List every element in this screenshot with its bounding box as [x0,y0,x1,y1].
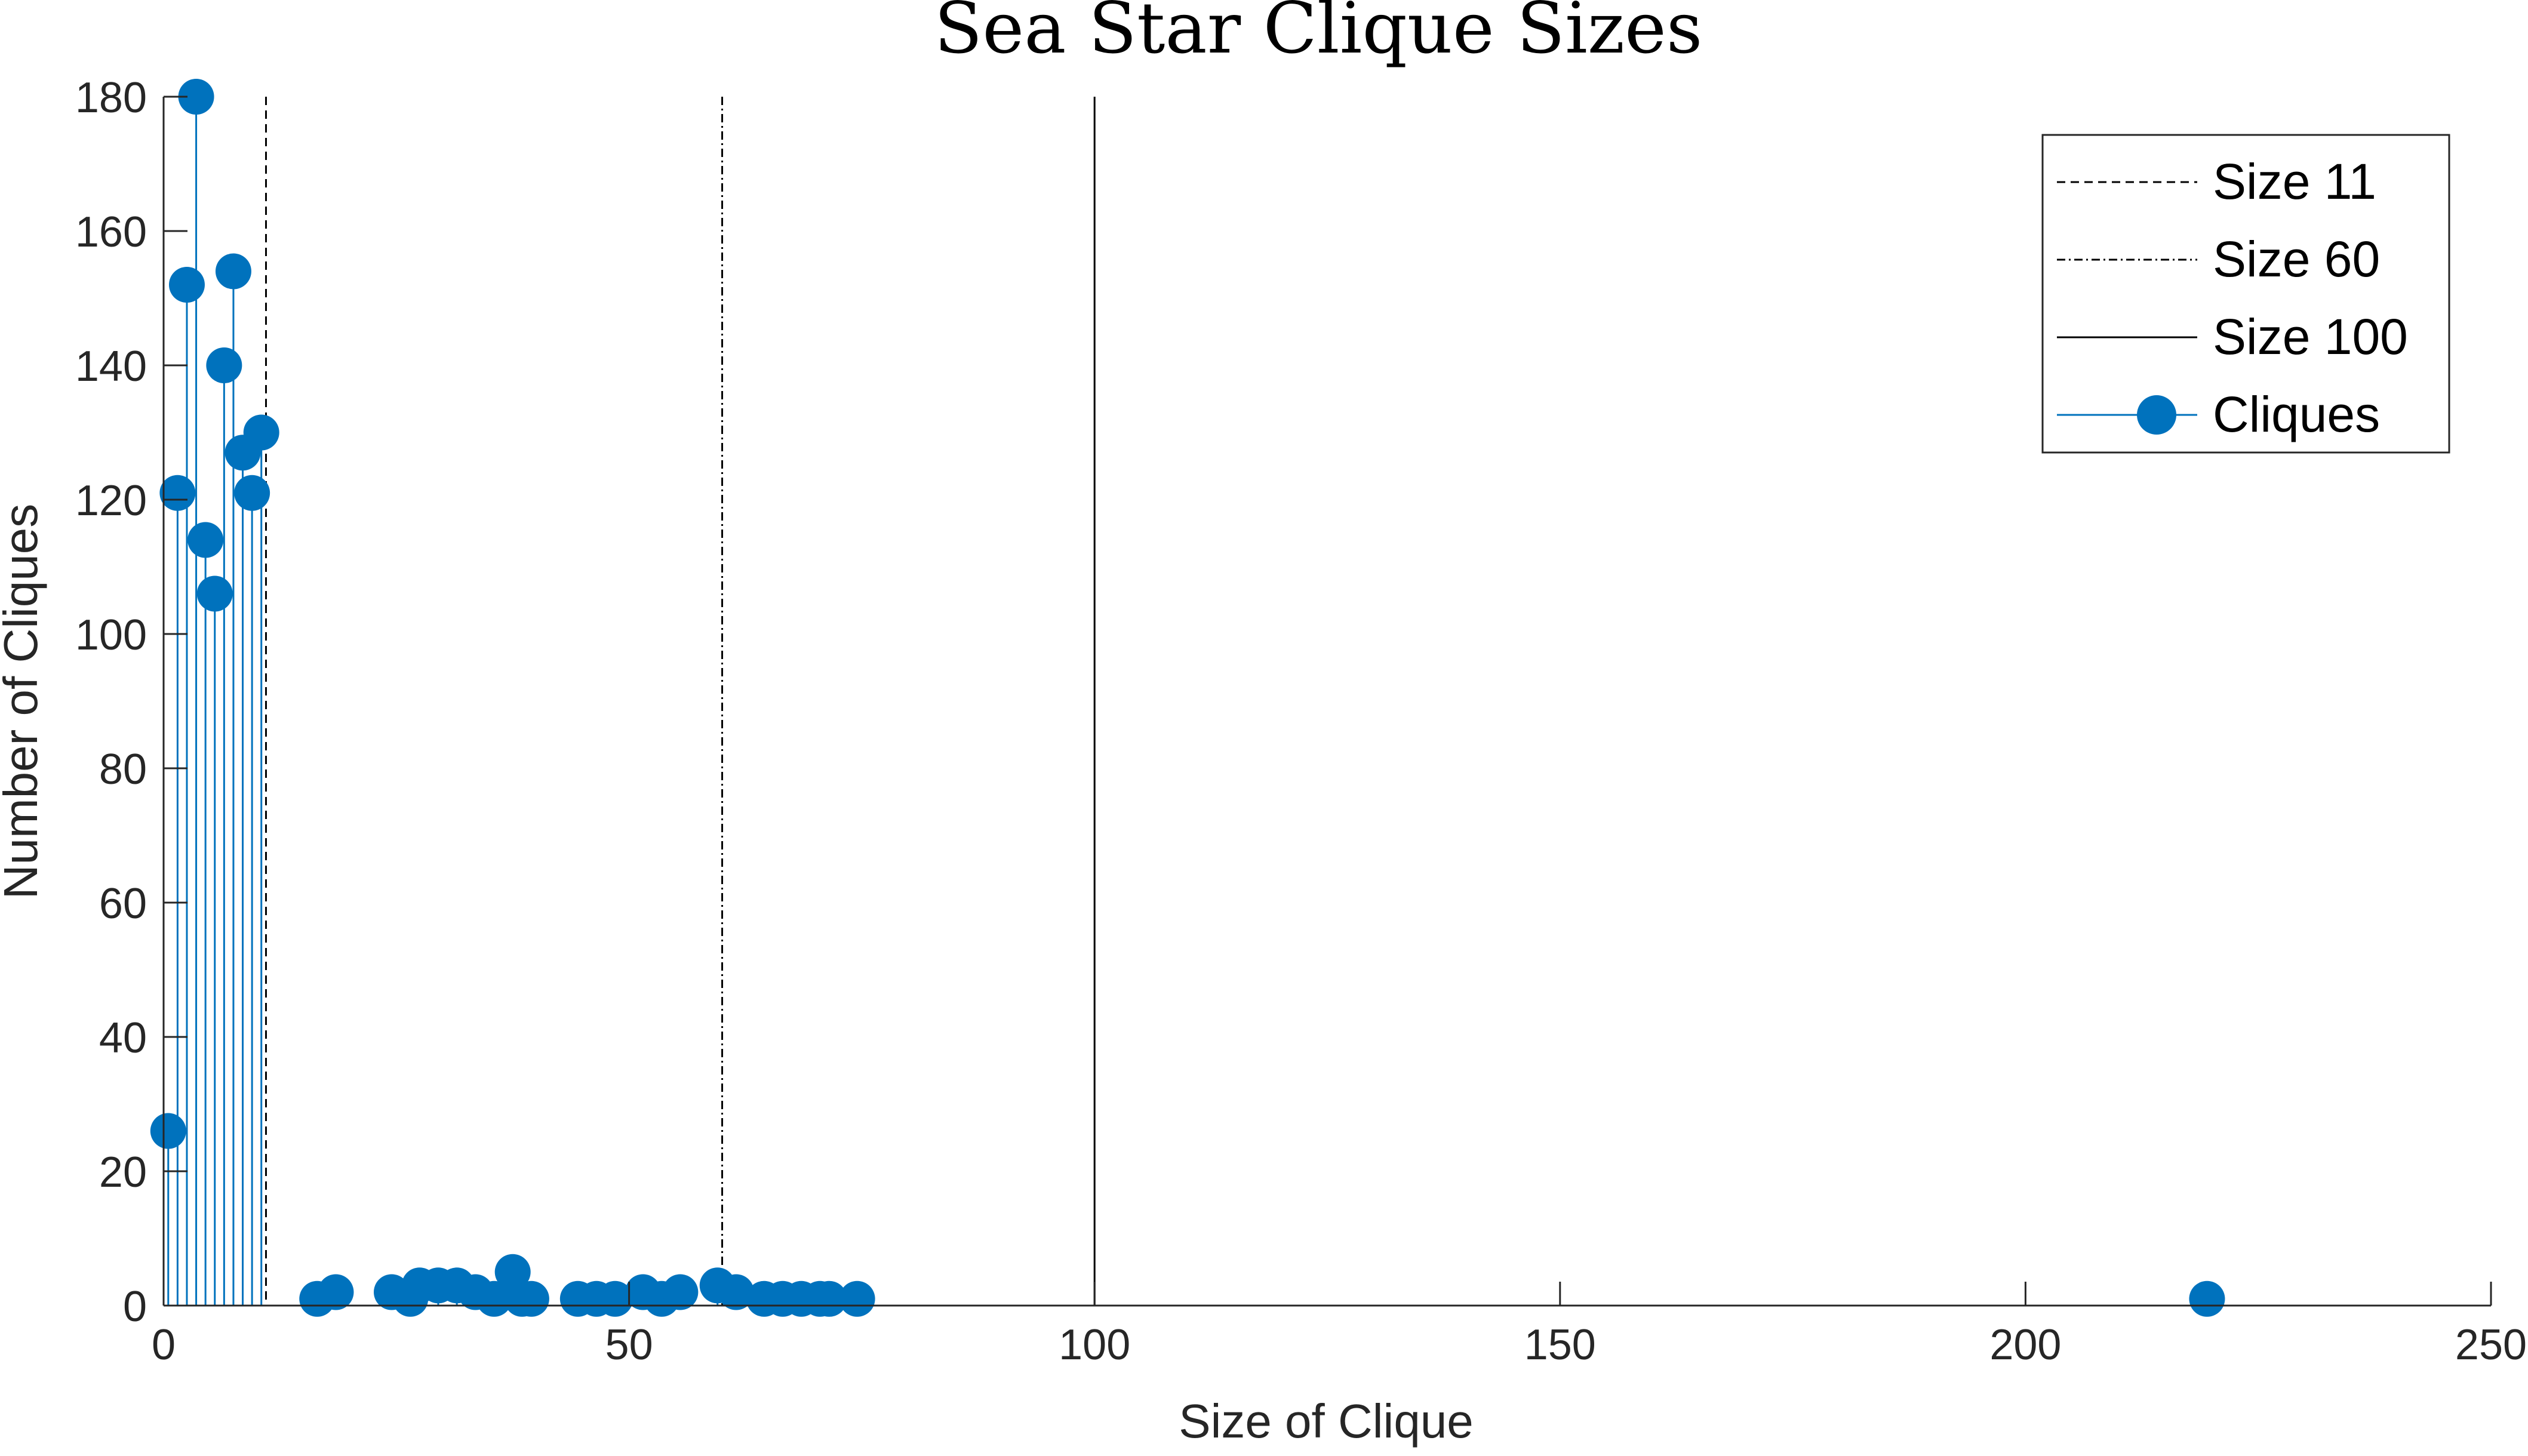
stem-marker [839,1280,875,1317]
stem-marker [243,414,279,451]
y-tick-label: 60 [99,880,147,928]
legend-entries: Size 11 Size 60 Size 100 Cliques [2057,153,2408,442]
y-tick-label: 120 [75,477,147,525]
stem-marker [476,1280,512,1317]
plot-area [150,79,2225,1317]
stem-marker [513,1280,549,1317]
stem-marker [168,267,205,303]
stem-marker [150,1113,186,1149]
stem-marker [215,253,251,290]
stem-marker [178,79,214,115]
legend-label: Cliques [2213,386,2380,442]
stem-marker [187,522,224,558]
legend-label: Size 60 [2213,231,2380,287]
chart-title: Sea Star Clique Sizes [934,0,1703,69]
legend-marker-sample [2137,395,2176,435]
legend-label: Size 11 [2213,153,2376,210]
stem-marker [196,575,233,612]
x-axis-ticks: 0 50 100 150 200 250 [152,1282,2527,1369]
y-axis-ticks: 0 20 40 60 80 100 120 140 160 180 [75,74,187,1331]
stem-marker [234,475,270,511]
legend: Size 11 Size 60 Size 100 Cliques [2041,134,2450,454]
stem-marker [718,1274,754,1310]
x-axis-label: Size of Clique [1179,1395,1474,1448]
stem-marker [597,1280,633,1317]
legend-label: Size 100 [2213,309,2408,365]
y-tick-label: 20 [99,1149,147,1196]
stem-markers [150,79,2225,1317]
stem-marker [318,1274,354,1310]
stem-marker [811,1280,847,1317]
stem-marker [494,1254,531,1290]
stem-marker [662,1274,699,1310]
x-tick-label: 150 [1524,1321,1596,1369]
y-tick-label: 180 [75,74,147,122]
y-tick-label: 0 [123,1283,147,1331]
axes: 0 50 100 150 200 250 0 20 40 60 80 100 120 140 160 180 [75,74,2527,1369]
y-tick-label: 140 [75,343,147,390]
y-tick-label: 80 [99,746,147,793]
stem-marker [206,347,242,383]
reference-lines [265,97,1096,1306]
x-tick-label: 100 [1059,1321,1130,1369]
stem-marker [2189,1280,2225,1317]
stem-marker [159,475,196,511]
x-tick-label: 0 [152,1321,176,1369]
y-tick-label: 160 [75,208,147,256]
y-tick-label: 100 [75,611,147,659]
x-tick-label: 50 [605,1321,653,1369]
x-tick-label: 250 [2455,1321,2527,1369]
x-tick-label: 200 [1989,1321,2061,1369]
y-tick-label: 40 [99,1014,147,1062]
y-axis-label: Number of Cliques [0,504,47,900]
legend-box [2041,134,2450,454]
